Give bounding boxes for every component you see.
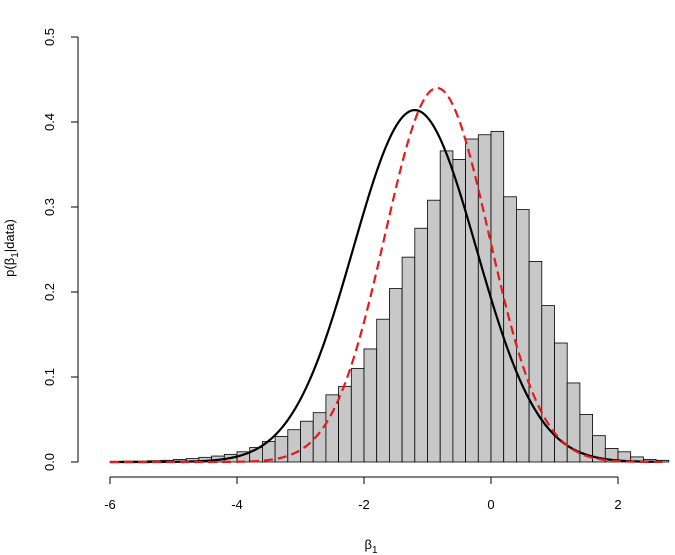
density-curves [110, 86, 663, 464]
y-axis: 0.0 0.1 0.2 0.3 0.4 0.5 [42, 28, 79, 471]
histogram-bar [477, 134, 492, 463]
x-tick-label: 0 [487, 497, 494, 512]
x-axis: -6 -4 -2 0 2 [104, 476, 622, 512]
y-tick-label: 0.4 [42, 113, 57, 131]
histogram-bar [465, 138, 479, 463]
histogram-bar [388, 288, 403, 463]
y-tick-label: 0.2 [42, 283, 57, 301]
histogram-bar [528, 260, 543, 463]
y-tick-label: 0.3 [42, 198, 57, 216]
x-tick-label: -6 [104, 497, 116, 512]
density-curve-dashed [110, 86, 663, 464]
histogram-bar [376, 318, 390, 463]
y-tick-label: 0.5 [42, 28, 57, 46]
histogram-bar [325, 394, 339, 463]
x-tick-label: -4 [231, 497, 243, 512]
histogram-bar [350, 368, 365, 463]
x-tick-label: 2 [614, 497, 621, 512]
y-tick-label: 0.1 [42, 368, 57, 386]
x-axis-title: β1 [364, 537, 377, 555]
histogram-bar [287, 429, 301, 463]
y-axis-title: p(β1|data) [2, 219, 21, 277]
histogram-bar [503, 196, 517, 463]
histogram-bar [516, 209, 530, 463]
histogram-bar [363, 348, 378, 463]
histogram-bar [541, 305, 555, 463]
histogram-bars [109, 130, 670, 463]
histogram-bar [427, 199, 441, 463]
x-tick-label: -2 [358, 497, 370, 512]
y-tick-label: 0.0 [42, 453, 57, 471]
histogram-bar [401, 256, 416, 463]
histogram-bar [439, 150, 454, 463]
histogram-bar [490, 130, 505, 463]
histogram-bar [300, 420, 314, 463]
histogram-bar [414, 227, 428, 463]
